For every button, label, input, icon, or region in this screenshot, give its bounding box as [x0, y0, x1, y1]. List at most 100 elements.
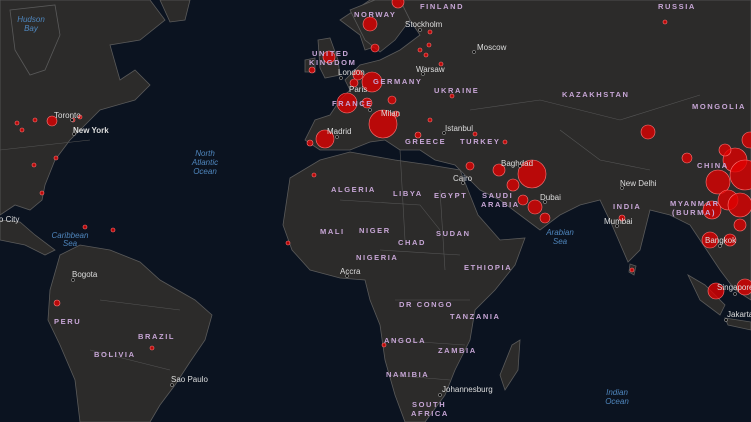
- country-label-russia: RUSSIA: [658, 2, 696, 11]
- city-dot: [339, 76, 343, 80]
- case-marker[interactable]: [391, 0, 405, 9]
- city-label-sao-paulo: Sao Paulo: [171, 375, 208, 384]
- country-label-sudan: SUDAN: [436, 229, 471, 238]
- case-marker[interactable]: [19, 127, 25, 133]
- city-dot: [421, 72, 425, 76]
- case-marker[interactable]: [640, 124, 656, 140]
- case-marker[interactable]: [517, 159, 547, 189]
- case-marker[interactable]: [322, 50, 336, 64]
- case-marker[interactable]: [417, 47, 423, 53]
- case-marker[interactable]: [629, 267, 635, 273]
- case-marker[interactable]: [427, 117, 433, 123]
- country-label-uk: UNITED: [312, 49, 350, 58]
- case-marker[interactable]: [336, 92, 358, 114]
- ocean-label: Ocean: [605, 397, 629, 406]
- case-marker[interactable]: [727, 192, 751, 218]
- city-dot: [724, 318, 728, 322]
- case-marker[interactable]: [729, 159, 751, 191]
- case-marker[interactable]: [149, 345, 155, 351]
- city-dot: [438, 393, 442, 397]
- country-label-dr-congo: DR CONGO: [399, 300, 453, 309]
- case-marker[interactable]: [370, 43, 380, 53]
- case-marker[interactable]: [361, 97, 373, 109]
- case-marker[interactable]: [414, 131, 422, 139]
- case-marker[interactable]: [733, 218, 747, 232]
- country-label-china: CHINA: [697, 161, 729, 170]
- case-marker[interactable]: [306, 139, 314, 147]
- city-dot: [543, 200, 547, 204]
- case-marker[interactable]: [315, 129, 335, 149]
- case-marker[interactable]: [387, 95, 397, 105]
- case-marker[interactable]: [736, 278, 751, 296]
- case-marker[interactable]: [110, 227, 116, 233]
- case-marker[interactable]: [46, 115, 58, 127]
- city-dot: [518, 164, 522, 168]
- city-dot: [335, 135, 339, 139]
- city-label-dubai: Dubai: [540, 193, 561, 202]
- case-marker[interactable]: [77, 114, 83, 120]
- case-marker[interactable]: [472, 131, 478, 137]
- case-marker[interactable]: [539, 212, 551, 224]
- case-marker[interactable]: [352, 69, 364, 81]
- country-label-mongolia: MONGOLIA: [692, 102, 746, 111]
- case-marker[interactable]: [14, 120, 20, 126]
- ocean-label: Ocean: [193, 167, 217, 176]
- case-marker[interactable]: [361, 71, 383, 93]
- case-marker[interactable]: [701, 231, 719, 249]
- case-marker[interactable]: [427, 29, 433, 35]
- country-label-brazil: BRAZIL: [138, 332, 175, 341]
- case-marker[interactable]: [492, 163, 506, 177]
- case-marker[interactable]: [449, 93, 455, 99]
- case-marker[interactable]: [702, 200, 722, 220]
- city-label-baghdad: Baghdad: [501, 159, 533, 168]
- case-marker[interactable]: [506, 178, 520, 192]
- case-marker[interactable]: [53, 299, 61, 307]
- case-marker[interactable]: [381, 342, 387, 348]
- case-marker[interactable]: [517, 194, 529, 206]
- case-marker[interactable]: [392, 110, 400, 118]
- city-dots: [70, 28, 737, 397]
- city-label-bogota: Bogota: [72, 270, 98, 279]
- case-marker[interactable]: [527, 199, 543, 215]
- country-label-turkey: TURKEY: [460, 137, 500, 146]
- case-marker[interactable]: [662, 19, 668, 25]
- land-north-america: [0, 0, 166, 216]
- case-marker[interactable]: [308, 66, 316, 74]
- case-marker[interactable]: [465, 161, 475, 171]
- case-marker[interactable]: [53, 155, 59, 161]
- country-label-ukraine: UKRAINE: [434, 86, 479, 95]
- case-marker[interactable]: [31, 162, 37, 168]
- case-marker[interactable]: [707, 282, 725, 300]
- case-marker[interactable]: [349, 78, 359, 88]
- case-marker[interactable]: [502, 139, 508, 145]
- city-label-new-delhi: New Delhi: [620, 179, 657, 188]
- city-label-bangkok: Bangkok: [705, 236, 737, 245]
- case-marker[interactable]: [82, 224, 88, 230]
- city-dot: [72, 132, 76, 136]
- city-label-stockholm: Stockholm: [405, 20, 443, 29]
- case-marker[interactable]: [618, 214, 626, 222]
- land-greenland: [159, 0, 191, 23]
- case-marker[interactable]: [423, 52, 429, 58]
- case-marker[interactable]: [705, 169, 731, 195]
- case-marker[interactable]: [311, 172, 317, 178]
- case-marker[interactable]: [32, 117, 38, 123]
- case-marker[interactable]: [285, 240, 291, 246]
- case-marker[interactable]: [39, 190, 45, 196]
- country-label-egypt: EGYPT: [434, 191, 467, 200]
- ocean-label: Bay: [24, 24, 39, 33]
- case-marker[interactable]: [438, 61, 444, 67]
- case-marker[interactable]: [426, 42, 432, 48]
- country-label-germany: GERMANY: [373, 77, 423, 86]
- case-marker[interactable]: [362, 16, 378, 32]
- city-dot: [615, 224, 619, 228]
- case-marker[interactable]: [368, 109, 398, 139]
- case-marker[interactable]: [718, 143, 732, 157]
- case-marker[interactable]: [741, 131, 751, 149]
- case-marker[interactable]: [723, 233, 737, 247]
- case-marker[interactable]: [681, 152, 693, 164]
- country-label-tanzania: TANZANIA: [450, 312, 501, 321]
